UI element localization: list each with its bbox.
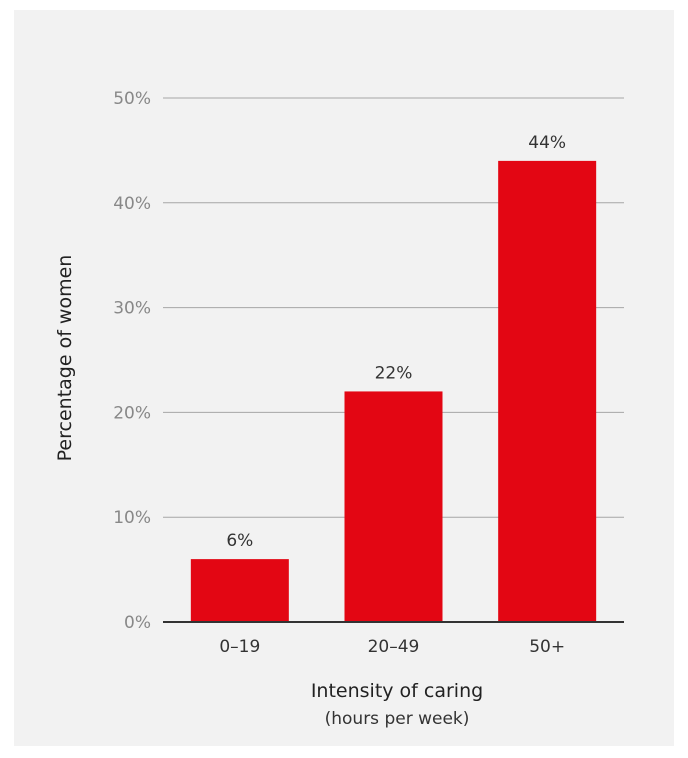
- x-axis-title: Intensity of caring: [311, 680, 483, 702]
- x-category-label: 20–49: [368, 637, 420, 657]
- bars: [190, 160, 597, 622]
- y-tick-label: 50%: [113, 89, 151, 109]
- x-category-label: 0–19: [219, 637, 260, 657]
- x-axis-subtitle: (hours per week): [325, 709, 470, 729]
- bar-value-label: 22%: [375, 363, 413, 383]
- x-axis-categories: 0–19 20–49 50+: [219, 637, 565, 657]
- x-category-label: 50+: [529, 637, 565, 657]
- bar: [190, 559, 289, 622]
- bar-value-label: 6%: [226, 531, 253, 551]
- y-tick-label: 10%: [113, 508, 151, 528]
- y-tick-label: 30%: [113, 299, 151, 319]
- y-tick-label: 40%: [113, 194, 151, 214]
- y-tick-label: 0%: [124, 613, 151, 633]
- y-axis-title: Percentage of women: [54, 255, 76, 462]
- bar: [498, 160, 597, 622]
- bar: [344, 391, 443, 622]
- bar-value-label: 44%: [528, 133, 566, 153]
- data-labels: 6% 22% 44%: [226, 133, 566, 551]
- y-axis-ticks: 0% 10% 20% 30% 40% 50%: [113, 89, 151, 633]
- y-tick-label: 20%: [113, 403, 151, 423]
